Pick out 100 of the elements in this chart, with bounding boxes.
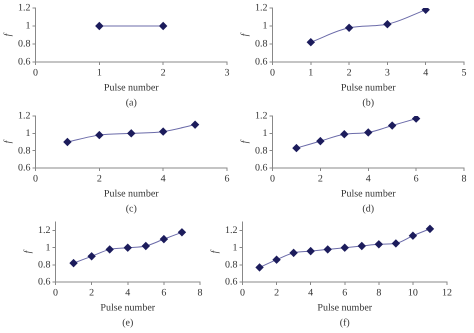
point bbox=[124, 244, 132, 252]
y-axis-title: f bbox=[2, 32, 14, 36]
y-axis-title: f bbox=[240, 32, 251, 36]
x-tick-label: 12 bbox=[442, 288, 452, 299]
y-axis-title: f bbox=[2, 139, 14, 144]
point bbox=[340, 244, 349, 252]
x-tick-label: 3 bbox=[384, 68, 390, 79]
text: (a) bbox=[126, 98, 137, 109]
x-axis-title: Pulse number bbox=[340, 188, 396, 200]
x-tick-label: 2 bbox=[274, 288, 280, 299]
point bbox=[142, 242, 150, 250]
x-tick-label: 4 bbox=[423, 68, 428, 79]
y-tick-label: 1.2 bbox=[18, 110, 30, 122]
x-tick-label: 2 bbox=[96, 174, 102, 185]
x-axis-title: Pulse number bbox=[100, 302, 156, 314]
x-tick-label: 4 bbox=[160, 174, 166, 185]
y-tick-label: 1.2 bbox=[225, 225, 238, 236]
text: (e) bbox=[122, 318, 134, 329]
y-tick-label: 0.8 bbox=[18, 145, 30, 156]
text: (d) bbox=[362, 204, 374, 215]
x-tick-label: 6 bbox=[224, 174, 230, 185]
x-tick-label: 4 bbox=[366, 174, 371, 185]
y-tick-label: 1 bbox=[262, 20, 268, 32]
point bbox=[191, 120, 200, 129]
point bbox=[316, 137, 324, 146]
x-tick-label: 10 bbox=[408, 288, 418, 299]
x-tick-label: 1 bbox=[308, 68, 314, 79]
x-tick-label: 0 bbox=[270, 174, 275, 185]
y-tick-label: 0.6 bbox=[18, 162, 30, 174]
x-tick-label: 4 bbox=[308, 288, 314, 299]
x-tick-label: 8 bbox=[376, 288, 382, 299]
point bbox=[159, 128, 168, 136]
text: (f) bbox=[340, 318, 350, 329]
x-tick-label: 2 bbox=[318, 174, 323, 185]
point bbox=[374, 240, 383, 248]
point bbox=[306, 38, 315, 46]
point bbox=[127, 129, 136, 138]
y-axis-title: f bbox=[210, 249, 221, 254]
y-tick-label: 1.2 bbox=[255, 110, 268, 122]
x-axis-title: Pulse number bbox=[104, 188, 160, 200]
y-tick-label: 1.2 bbox=[255, 2, 268, 14]
point bbox=[345, 24, 354, 32]
y-tick-label: 0.6 bbox=[225, 276, 238, 288]
point bbox=[412, 116, 420, 123]
x-axis-title: Pulse number bbox=[104, 82, 160, 94]
point bbox=[70, 259, 78, 268]
y-tick-label: 0.6 bbox=[255, 56, 268, 68]
x-tick-label: 0 bbox=[270, 68, 275, 79]
point bbox=[324, 245, 332, 254]
y-tick-label: 0.6 bbox=[38, 276, 50, 288]
point bbox=[358, 242, 366, 250]
point bbox=[160, 235, 168, 244]
point bbox=[272, 256, 281, 264]
y-tick-label: 1 bbox=[232, 242, 238, 254]
x-tick-label: 0 bbox=[53, 288, 58, 299]
text: (b) bbox=[362, 98, 374, 109]
point bbox=[290, 248, 298, 257]
x-tick-label: 6 bbox=[161, 288, 166, 299]
y-axis-title: f bbox=[22, 249, 34, 254]
x-axis-title: Pulse number bbox=[317, 302, 373, 314]
y-tick-label: 0.8 bbox=[225, 259, 238, 270]
y-tick-label: 1 bbox=[26, 128, 30, 139]
y-tick-label: 1.2 bbox=[18, 2, 30, 14]
point bbox=[408, 232, 417, 240]
x-tick-label: 0 bbox=[33, 174, 38, 185]
x-tick-label: 0 bbox=[33, 68, 38, 79]
x-tick-label: 0 bbox=[240, 288, 245, 299]
x-tick-label: 6 bbox=[342, 288, 348, 299]
point bbox=[106, 245, 114, 254]
x-tick-label: 8 bbox=[462, 174, 466, 185]
point bbox=[292, 144, 300, 152]
y-tick-label: 0.8 bbox=[255, 145, 268, 156]
y-tick-label: 1 bbox=[262, 128, 268, 139]
y-tick-label: 1.2 bbox=[38, 225, 50, 236]
x-tick-label: 3 bbox=[224, 68, 230, 79]
point bbox=[306, 247, 315, 256]
text: (c) bbox=[126, 204, 137, 215]
point bbox=[95, 131, 104, 140]
x-tick-label: 5 bbox=[462, 68, 466, 79]
point bbox=[426, 224, 434, 233]
x-tick-label: 4 bbox=[125, 288, 130, 299]
y-axis-title: f bbox=[240, 139, 251, 144]
y-tick-label: 0.8 bbox=[38, 259, 50, 270]
point bbox=[392, 239, 400, 248]
point bbox=[256, 263, 264, 272]
point bbox=[388, 122, 396, 130]
point bbox=[88, 252, 96, 260]
point bbox=[178, 228, 186, 236]
y-tick-label: 0.6 bbox=[255, 162, 268, 174]
point bbox=[383, 20, 392, 28]
point bbox=[63, 138, 72, 146]
x-tick-label: 6 bbox=[414, 174, 419, 185]
x-tick-label: 1 bbox=[96, 68, 102, 79]
y-tick-label: 0.6 bbox=[18, 56, 30, 68]
y-tick-label: 1 bbox=[26, 20, 30, 32]
x-tick-label: 2 bbox=[89, 288, 94, 299]
point bbox=[340, 130, 348, 138]
y-tick-label: 0.8 bbox=[18, 38, 30, 50]
x-tick-label: 8 bbox=[198, 288, 202, 299]
point bbox=[422, 8, 430, 14]
